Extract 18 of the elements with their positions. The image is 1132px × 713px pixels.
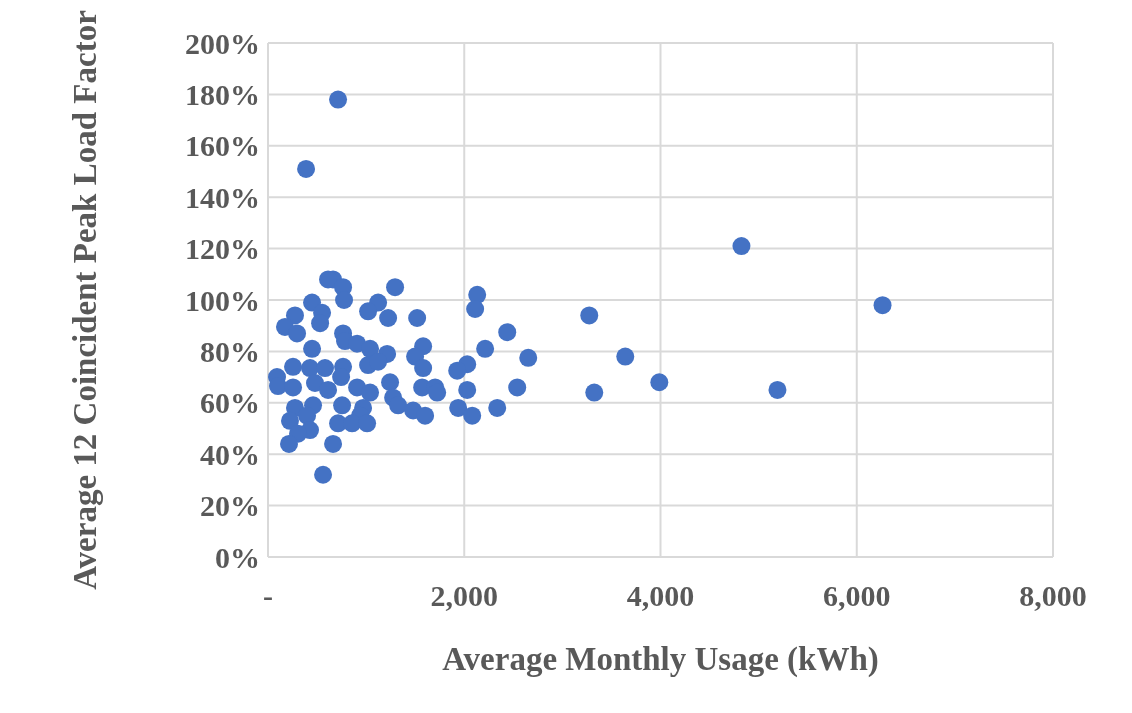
y-tick-label: 200% xyxy=(185,26,260,60)
y-tick-label: 120% xyxy=(185,232,260,266)
x-tick-label: 6,000 xyxy=(823,579,891,613)
x-tick-label: 2,000 xyxy=(430,579,498,613)
y-tick-label: 0% xyxy=(215,540,260,574)
x-axis-title: Average Monthly Usage (kWh) xyxy=(442,641,879,678)
x-tick-label: - xyxy=(263,579,273,613)
y-tick-label: 40% xyxy=(200,437,260,471)
y-tick-label: 100% xyxy=(185,283,260,317)
y-tick-label: 80% xyxy=(200,335,260,369)
y-tick-label: 140% xyxy=(185,180,260,214)
x-tick-label: 4,000 xyxy=(626,579,695,613)
y-tick-label: 180% xyxy=(185,78,260,112)
y-tick-label: 20% xyxy=(200,489,260,523)
y-tick-label: 60% xyxy=(200,386,260,420)
y-axis-title: Average 12 Coincident Peak Load Factor xyxy=(67,10,103,590)
y-tick-label: 160% xyxy=(185,129,260,163)
x-tick-label: 8,000 xyxy=(1019,579,1087,613)
